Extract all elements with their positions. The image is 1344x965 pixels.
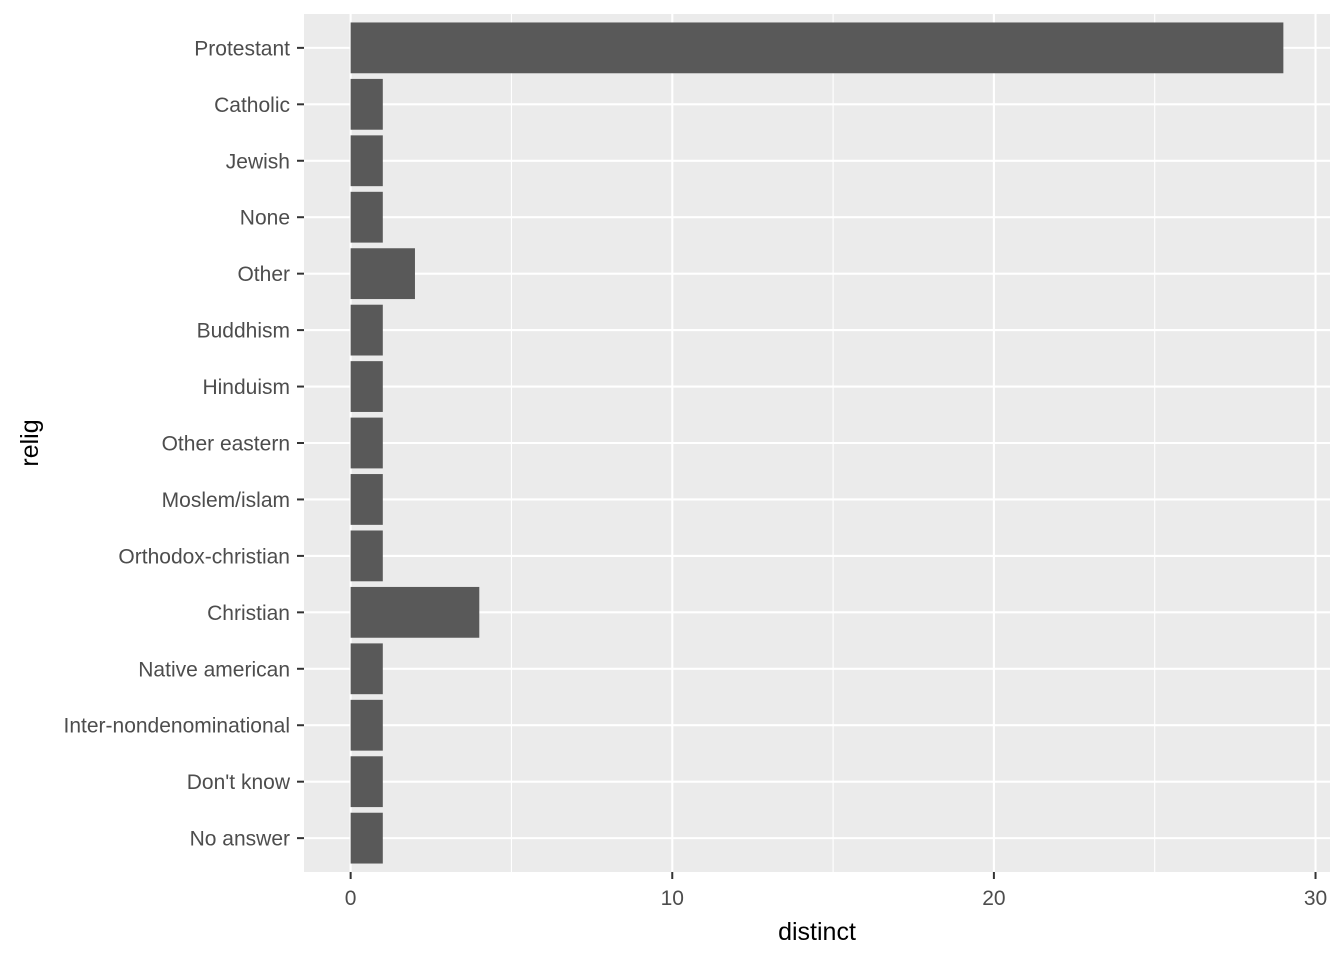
bar <box>350 812 383 864</box>
bar <box>350 191 383 243</box>
y-tick-label: Hinduism <box>202 376 290 399</box>
y-tick-label: Orthodox-christian <box>118 545 290 568</box>
y-axis: Protestant Catholic Jewish None Other Buddhis… <box>64 37 304 851</box>
x-tick-label: 20 <box>982 887 1005 910</box>
y-tick-label: Other eastern <box>162 433 290 456</box>
x-axis: 0 10 20 30 <box>345 872 1327 910</box>
bar <box>350 361 383 412</box>
y-tick-label: Catholic <box>214 94 290 117</box>
y-tick-label: Protestant <box>194 37 290 60</box>
bar <box>350 417 383 469</box>
bar <box>350 530 383 582</box>
bar <box>350 78 383 130</box>
x-tick-label: 10 <box>661 887 684 910</box>
bars <box>350 22 1284 864</box>
bar <box>350 248 415 300</box>
bar <box>350 22 1284 74</box>
x-tick-label: 30 <box>1304 887 1327 910</box>
y-tick-label: No answer <box>190 828 290 851</box>
x-tick-label: 0 <box>345 887 357 910</box>
y-tick-label: Christian <box>207 602 290 625</box>
y-tick-label: Jewish <box>226 150 290 173</box>
bar <box>350 586 480 638</box>
bar <box>350 304 383 356</box>
y-tick-label: Don't know <box>187 771 291 794</box>
bar <box>350 756 383 808</box>
y-tick-label: None <box>240 207 290 230</box>
x-axis-title: distinct <box>778 918 856 946</box>
bar <box>350 135 383 187</box>
bar <box>350 474 383 525</box>
y-tick-label: Other <box>237 263 290 286</box>
y-tick-label: Buddhism <box>197 320 290 343</box>
y-tick-label: Moslem/islam <box>162 489 290 512</box>
bar <box>350 643 383 695</box>
bar <box>350 699 383 751</box>
y-axis-title: relig <box>16 419 44 466</box>
y-tick-label: Inter-nondenominational <box>64 715 291 738</box>
y-tick-label: Native american <box>138 658 290 681</box>
